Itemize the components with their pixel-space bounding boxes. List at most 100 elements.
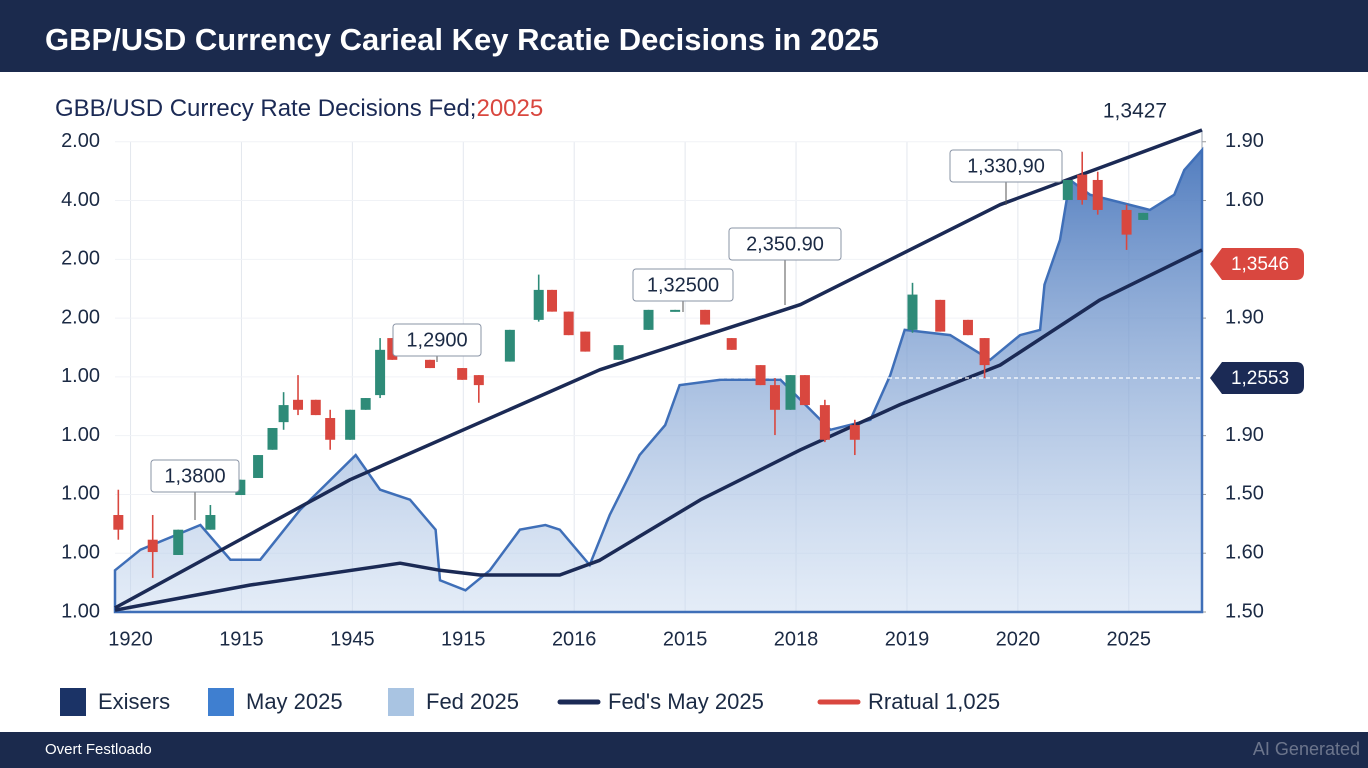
candle-body bbox=[700, 309, 711, 325]
plot: 1920 1915 1945 1915 2016 2015 2018 2019 2020 2025… bbox=[60, 128, 1304, 716]
candle-body bbox=[613, 345, 624, 360]
legend-swatch bbox=[208, 688, 234, 716]
watermark: AI Generated bbox=[1253, 739, 1360, 759]
x-tick-label: 1920 bbox=[108, 628, 153, 650]
y-tick-label: 1.00 bbox=[61, 365, 100, 387]
y2-tick-label: 1.90 bbox=[1225, 130, 1264, 152]
footer-bar bbox=[0, 732, 1368, 768]
candle-body bbox=[962, 319, 973, 336]
candle-body bbox=[278, 405, 289, 423]
annotation-box bbox=[949, 149, 1063, 183]
subtitle-highlight: 20025 bbox=[476, 95, 543, 122]
y-tick-label: 1.00 bbox=[61, 483, 100, 505]
y2-tick-label: 1.60 bbox=[1225, 189, 1264, 211]
subtitle-text: GBB/USD Currecy Rate Decisions Fed; bbox=[55, 95, 476, 122]
legend-swatch bbox=[60, 688, 86, 716]
title: GBP/USD Currency Carieal Key Rcatie Deci… bbox=[45, 22, 879, 57]
candle-body bbox=[580, 331, 591, 352]
annotation: 1,32500 bbox=[647, 274, 719, 296]
badge bbox=[1210, 248, 1304, 280]
badge-label: 1,2553 bbox=[1231, 368, 1289, 389]
y-tick-label: 4.00 bbox=[61, 189, 100, 211]
candle-body bbox=[907, 294, 918, 330]
candle-body bbox=[935, 299, 946, 332]
candle-body bbox=[253, 455, 264, 478]
annotation-box bbox=[392, 323, 482, 357]
annotation-box bbox=[150, 459, 240, 493]
y2-tick-label: 1.60 bbox=[1225, 542, 1264, 564]
candle-body bbox=[726, 338, 737, 350]
candle-body bbox=[173, 529, 184, 555]
legend-label: May 2025 bbox=[246, 689, 343, 714]
x-tick-label: 2018 bbox=[774, 628, 819, 650]
annotation-box bbox=[632, 268, 734, 302]
badge bbox=[1210, 362, 1304, 394]
candle-body bbox=[1077, 174, 1088, 200]
x-tick-label: 2016 bbox=[552, 628, 597, 650]
candle-body bbox=[533, 289, 544, 320]
x-tick-label: 1945 bbox=[330, 628, 375, 650]
candle-body bbox=[267, 428, 278, 450]
candle-body bbox=[113, 515, 124, 530]
footer: Overt Festloado bbox=[45, 741, 152, 758]
candle-body bbox=[1062, 179, 1073, 200]
y2-tick-label: 1.50 bbox=[1225, 600, 1264, 622]
x-tick-label: 1915 bbox=[441, 628, 486, 650]
y-tick-label: 1.00 bbox=[61, 424, 100, 446]
x-tick-label: 2025 bbox=[1107, 628, 1152, 650]
candle-body bbox=[235, 479, 246, 496]
candle-body bbox=[1138, 212, 1149, 220]
candle-body bbox=[643, 309, 654, 330]
annotation: 1,3800 bbox=[164, 465, 225, 487]
line bbox=[114, 248, 1203, 612]
candle-body bbox=[360, 398, 371, 410]
candle-body bbox=[345, 409, 356, 440]
badge-label: 1,3546 bbox=[1231, 254, 1289, 275]
y-tick-label: 1.00 bbox=[61, 542, 100, 564]
legend-label: Rratual 1,025 bbox=[868, 689, 1000, 714]
candle-body bbox=[325, 418, 336, 440]
legend-swatch bbox=[388, 688, 414, 716]
candle-body bbox=[979, 338, 990, 366]
candle-body bbox=[563, 311, 574, 336]
annotation: 1,2900 bbox=[406, 329, 467, 351]
subtitle: GBB/USD Currecy Rate Decisions Fed;20025 bbox=[55, 95, 543, 122]
y-tick-label: 1.00 bbox=[61, 600, 100, 622]
candle-body bbox=[769, 385, 780, 410]
x-tick-label: 1915 bbox=[219, 628, 264, 650]
candle-body bbox=[799, 375, 810, 406]
y-tick-label: 2.00 bbox=[61, 248, 100, 270]
candle-body bbox=[849, 425, 860, 440]
annotation-box bbox=[728, 227, 842, 261]
candle-body bbox=[670, 309, 681, 312]
candle-body bbox=[1121, 209, 1132, 235]
candle-body bbox=[473, 375, 484, 386]
candle-body bbox=[147, 539, 158, 553]
line bbox=[114, 128, 1203, 610]
candle-body bbox=[457, 368, 468, 380]
candle-body bbox=[1092, 179, 1103, 210]
candle-body bbox=[293, 399, 304, 410]
y2-tick-label: 1.90 bbox=[1225, 424, 1264, 446]
legend-label: Fed 2025 bbox=[426, 689, 519, 714]
x-tick-label: 2019 bbox=[885, 628, 930, 650]
legend-label: Exisers bbox=[98, 689, 170, 714]
candle-body bbox=[425, 359, 436, 369]
candle-body bbox=[504, 329, 515, 362]
x-tick-label: 2015 bbox=[663, 628, 708, 650]
candle-body bbox=[205, 515, 216, 530]
candle-body bbox=[819, 405, 830, 440]
candle-body bbox=[785, 375, 796, 410]
y-tick-label: 2.00 bbox=[61, 306, 100, 328]
top-label: 1,3427 bbox=[1103, 100, 1167, 123]
candle-body bbox=[375, 349, 386, 396]
candle-body bbox=[547, 289, 558, 312]
candle-body bbox=[387, 338, 398, 360]
annotation: 2,350.90 bbox=[746, 233, 824, 255]
header-bar bbox=[0, 0, 1368, 72]
annotation: 1,330,90 bbox=[967, 155, 1045, 177]
legend-label: Fed's May 2025 bbox=[608, 689, 764, 714]
y-tick-label: 2.00 bbox=[61, 130, 100, 152]
candle-body bbox=[755, 365, 766, 386]
